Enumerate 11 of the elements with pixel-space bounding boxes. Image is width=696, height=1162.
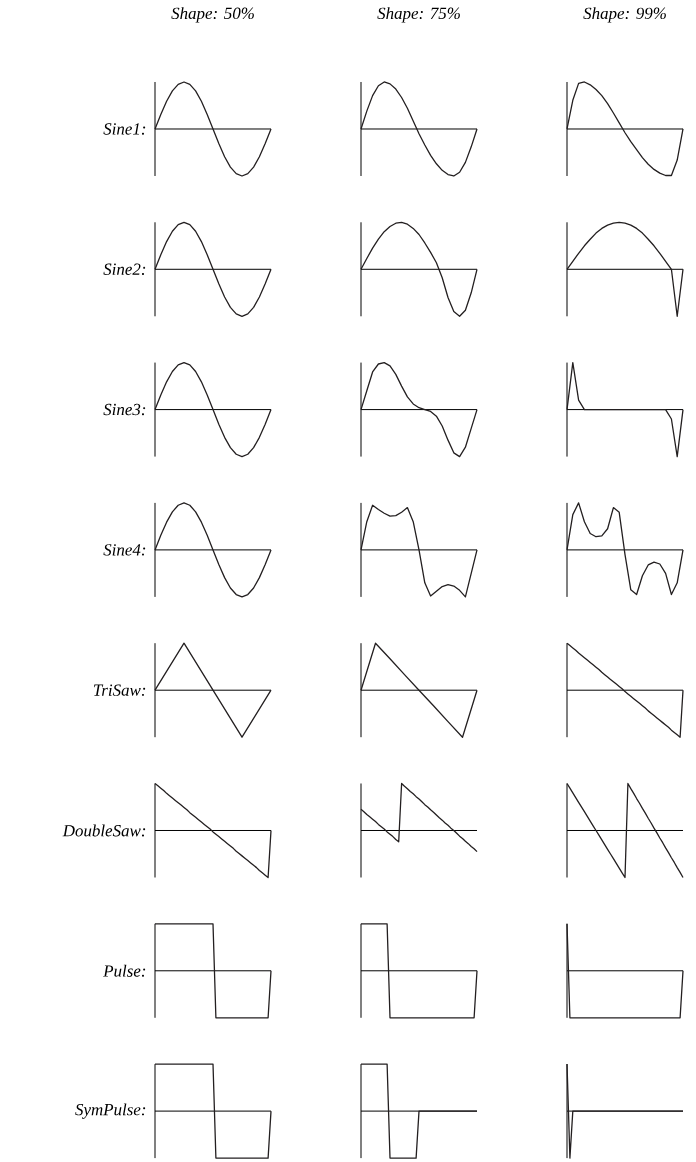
y-axis-title: Sine2: — [103, 263, 146, 276]
y-axis-title: DoubleSaw: — [62, 824, 146, 837]
chart-title: Shape: 50% — [171, 7, 254, 23]
chart-title: Shape: 99% — [583, 7, 666, 23]
y-axis-title: SymPulse: — [75, 1103, 146, 1119]
y-axis-title: Sine1: — [103, 123, 146, 135]
y-axis-title: TriSaw: — [93, 684, 146, 696]
y-axis-title: Sine4: — [103, 544, 146, 556]
y-axis-title: Pulse: — [103, 964, 146, 977]
y-axis-title: Sine3: — [103, 403, 146, 416]
chart-title: Shape: 75% — [377, 7, 460, 23]
